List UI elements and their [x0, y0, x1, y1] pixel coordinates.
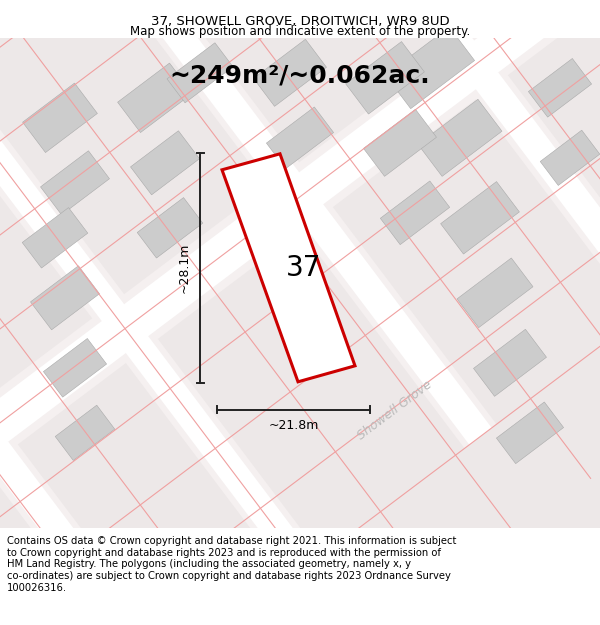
Bar: [137, 198, 203, 258]
Polygon shape: [0, 182, 182, 625]
Polygon shape: [0, 186, 177, 625]
Bar: [418, 99, 502, 176]
Text: Contains OS data © Crown copyright and database right 2021. This information is : Contains OS data © Crown copyright and d…: [7, 536, 457, 592]
Polygon shape: [222, 154, 355, 382]
Bar: [22, 208, 88, 268]
Bar: [266, 107, 334, 169]
Bar: [55, 405, 115, 461]
Bar: [540, 130, 600, 186]
Text: ~249m²/~0.062ac.: ~249m²/~0.062ac.: [170, 64, 430, 88]
Polygon shape: [103, 0, 497, 448]
Bar: [380, 181, 449, 244]
Bar: [385, 27, 475, 109]
Polygon shape: [278, 0, 600, 316]
Bar: [346, 42, 424, 114]
Bar: [31, 266, 100, 330]
Bar: [43, 339, 107, 397]
Bar: [473, 329, 547, 396]
Bar: [131, 131, 199, 195]
Bar: [23, 83, 97, 152]
Text: Map shows position and indicative extent of the property.: Map shows position and indicative extent…: [130, 25, 470, 38]
Text: 37, SHOWELL GROVE, DROITWICH, WR9 8UD: 37, SHOWELL GROVE, DROITWICH, WR9 8UD: [151, 15, 449, 28]
Bar: [364, 109, 436, 176]
Bar: [254, 39, 326, 106]
Bar: [440, 182, 520, 254]
Polygon shape: [108, 0, 492, 445]
Polygon shape: [0, 0, 600, 476]
Polygon shape: [0, 0, 600, 483]
Bar: [167, 42, 233, 103]
Polygon shape: [283, 0, 600, 313]
Bar: [118, 63, 193, 132]
Text: Showell Grove: Showell Grove: [355, 378, 435, 442]
Bar: [457, 258, 533, 328]
Bar: [529, 59, 592, 117]
Polygon shape: [0, 81, 317, 577]
Polygon shape: [454, 0, 600, 184]
Text: ~28.1m: ~28.1m: [178, 242, 191, 293]
Polygon shape: [458, 0, 600, 181]
Text: 37: 37: [286, 254, 322, 282]
Text: ~21.8m: ~21.8m: [268, 419, 319, 432]
Polygon shape: [0, 77, 322, 580]
Bar: [496, 402, 563, 464]
Bar: [41, 151, 109, 215]
